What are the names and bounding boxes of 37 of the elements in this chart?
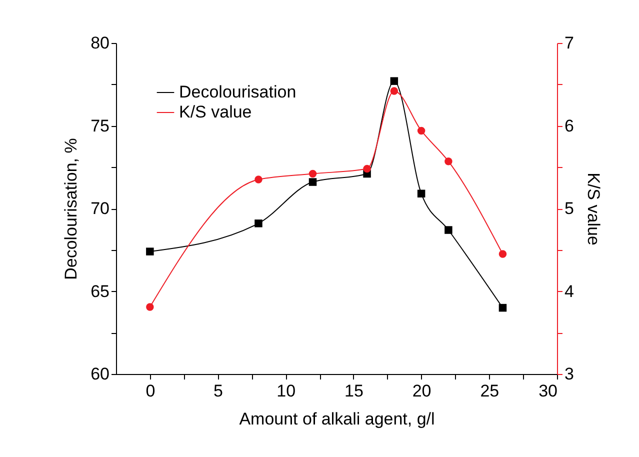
point [254, 176, 262, 184]
y2-tick-label: 7 [564, 34, 574, 52]
legend-label: K/S value [179, 102, 252, 122]
point [390, 87, 398, 95]
y-tick-label: 65 [90, 282, 110, 301]
x-tick-label: 5 [214, 382, 224, 400]
y2-tick-label: 4 [564, 282, 574, 301]
x-axis-title: Amount of alkali agent, g/l [239, 410, 435, 428]
y-axis-title: Decolourisation, % [62, 138, 81, 280]
point [308, 170, 317, 178]
x-tick-label: 25 [480, 382, 500, 400]
point [146, 248, 154, 256]
x-tick-label: 0 [146, 382, 156, 400]
point [417, 190, 426, 198]
y2-tick-label: 5 [564, 199, 574, 218]
x-tick-label: 30 [538, 382, 558, 400]
legend-label: Decolourisation [179, 82, 296, 102]
point [444, 226, 452, 234]
y2-tick-label: 6 [564, 116, 574, 136]
x-tick-label: 20 [412, 382, 432, 400]
point [444, 157, 452, 166]
y-tick-label: 60 [90, 364, 110, 384]
point [146, 303, 154, 311]
y-tick-label: 75 [90, 116, 110, 136]
point [498, 250, 507, 258]
point [308, 178, 317, 186]
y-tick-label: 80 [90, 34, 110, 52]
y2-tick-label: 3 [564, 364, 574, 384]
point [417, 126, 426, 135]
x-tick-label: 15 [344, 382, 364, 400]
y-tick-label: 70 [90, 199, 110, 218]
point [363, 164, 371, 173]
point [254, 220, 262, 228]
x-tick-label: 10 [276, 382, 296, 400]
point [390, 77, 398, 85]
point [498, 304, 507, 312]
y2-axis-title: K/S value [584, 172, 603, 246]
